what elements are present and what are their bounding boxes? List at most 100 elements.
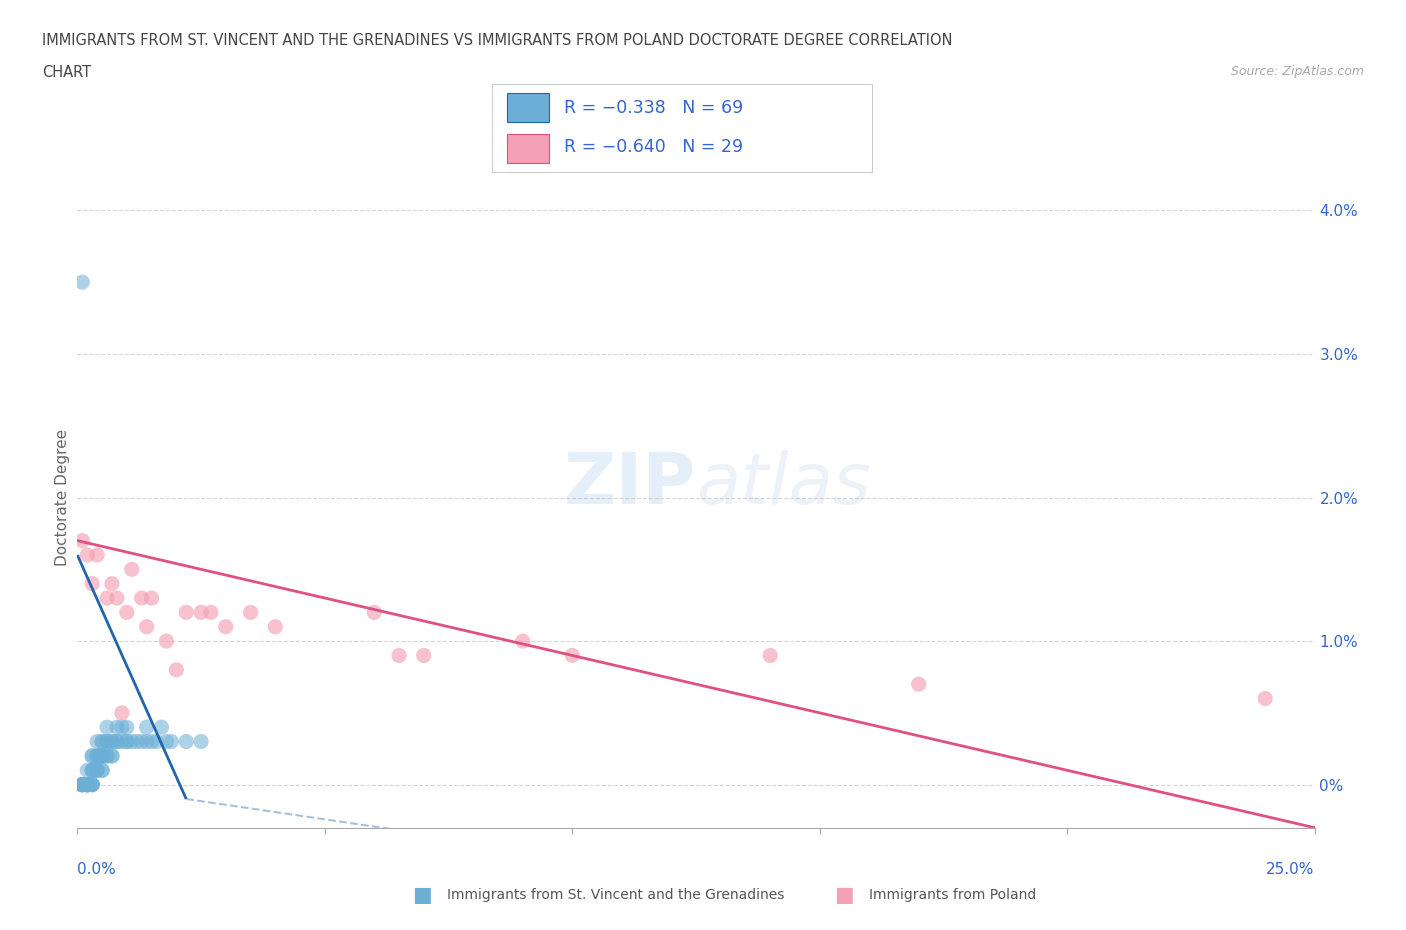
- Point: [131, 591, 153, 605]
- Point: [155, 734, 177, 749]
- Text: CHART: CHART: [42, 65, 91, 80]
- Point: [72, 777, 94, 792]
- Point: [105, 720, 128, 735]
- Point: [72, 533, 94, 548]
- FancyBboxPatch shape: [508, 134, 548, 164]
- Point: [82, 577, 104, 591]
- Point: [190, 734, 212, 749]
- Point: [131, 734, 153, 749]
- Point: [125, 734, 148, 749]
- Text: Source: ZipAtlas.com: Source: ZipAtlas.com: [1230, 65, 1364, 78]
- Point: [76, 777, 98, 792]
- Point: [96, 720, 118, 735]
- Point: [76, 777, 98, 792]
- Text: ■: ■: [834, 884, 853, 905]
- Point: [96, 734, 118, 749]
- Point: [86, 734, 108, 749]
- Point: [82, 749, 104, 764]
- Point: [907, 677, 929, 692]
- Point: [82, 763, 104, 777]
- Point: [76, 548, 98, 563]
- Point: [82, 777, 104, 792]
- Point: [82, 777, 104, 792]
- Point: [101, 749, 124, 764]
- Point: [72, 777, 94, 792]
- Point: [388, 648, 411, 663]
- Point: [72, 777, 94, 792]
- Point: [105, 734, 128, 749]
- Point: [759, 648, 782, 663]
- Point: [101, 577, 124, 591]
- Point: [363, 604, 385, 619]
- Point: [91, 749, 114, 764]
- Point: [215, 619, 238, 634]
- Text: 0.0%: 0.0%: [77, 862, 117, 877]
- Point: [135, 734, 157, 749]
- Point: [115, 734, 138, 749]
- Point: [76, 777, 98, 792]
- Point: [91, 763, 114, 777]
- Point: [105, 591, 128, 605]
- Point: [82, 777, 104, 792]
- Point: [101, 734, 124, 749]
- Point: [141, 591, 163, 605]
- Text: IMMIGRANTS FROM ST. VINCENT AND THE GRENADINES VS IMMIGRANTS FROM POLAND DOCTORA: IMMIGRANTS FROM ST. VINCENT AND THE GREN…: [42, 33, 953, 47]
- Point: [82, 763, 104, 777]
- Point: [174, 604, 197, 619]
- Point: [165, 662, 187, 677]
- Point: [86, 763, 108, 777]
- Point: [86, 749, 108, 764]
- Point: [82, 749, 104, 764]
- Point: [91, 734, 114, 749]
- Point: [91, 734, 114, 749]
- Text: R = −0.338   N = 69: R = −0.338 N = 69: [564, 99, 744, 116]
- Point: [121, 734, 143, 749]
- Point: [86, 749, 108, 764]
- Point: [82, 763, 104, 777]
- Point: [111, 706, 134, 721]
- Point: [82, 777, 104, 792]
- Point: [239, 604, 262, 619]
- Point: [111, 734, 134, 749]
- Point: [105, 734, 128, 749]
- FancyBboxPatch shape: [508, 93, 548, 122]
- Point: [121, 562, 143, 577]
- Point: [76, 777, 98, 792]
- Point: [91, 763, 114, 777]
- Point: [86, 763, 108, 777]
- Point: [141, 734, 163, 749]
- Point: [96, 749, 118, 764]
- Point: [86, 749, 108, 764]
- Point: [86, 763, 108, 777]
- Point: [512, 633, 534, 648]
- Point: [72, 274, 94, 289]
- Point: [96, 734, 118, 749]
- Point: [72, 777, 94, 792]
- Text: 25.0%: 25.0%: [1267, 862, 1315, 877]
- Text: ZIP: ZIP: [564, 450, 696, 519]
- Point: [101, 734, 124, 749]
- Point: [76, 777, 98, 792]
- Point: [561, 648, 583, 663]
- Y-axis label: Doctorate Degree: Doctorate Degree: [55, 429, 70, 566]
- Point: [76, 777, 98, 792]
- Point: [115, 604, 138, 619]
- Text: Immigrants from St. Vincent and the Grenadines: Immigrants from St. Vincent and the Gren…: [447, 887, 785, 902]
- Point: [264, 619, 287, 634]
- Point: [1254, 691, 1277, 706]
- Point: [135, 720, 157, 735]
- Point: [160, 734, 183, 749]
- Point: [96, 749, 118, 764]
- Point: [135, 619, 157, 634]
- Text: Immigrants from Poland: Immigrants from Poland: [869, 887, 1036, 902]
- Text: atlas: atlas: [696, 450, 870, 519]
- Point: [96, 591, 118, 605]
- Point: [190, 604, 212, 619]
- Point: [111, 720, 134, 735]
- Point: [145, 734, 167, 749]
- Text: ■: ■: [412, 884, 432, 905]
- Point: [412, 648, 434, 663]
- Point: [155, 633, 177, 648]
- Text: R = −0.640   N = 29: R = −0.640 N = 29: [564, 139, 744, 156]
- Point: [200, 604, 222, 619]
